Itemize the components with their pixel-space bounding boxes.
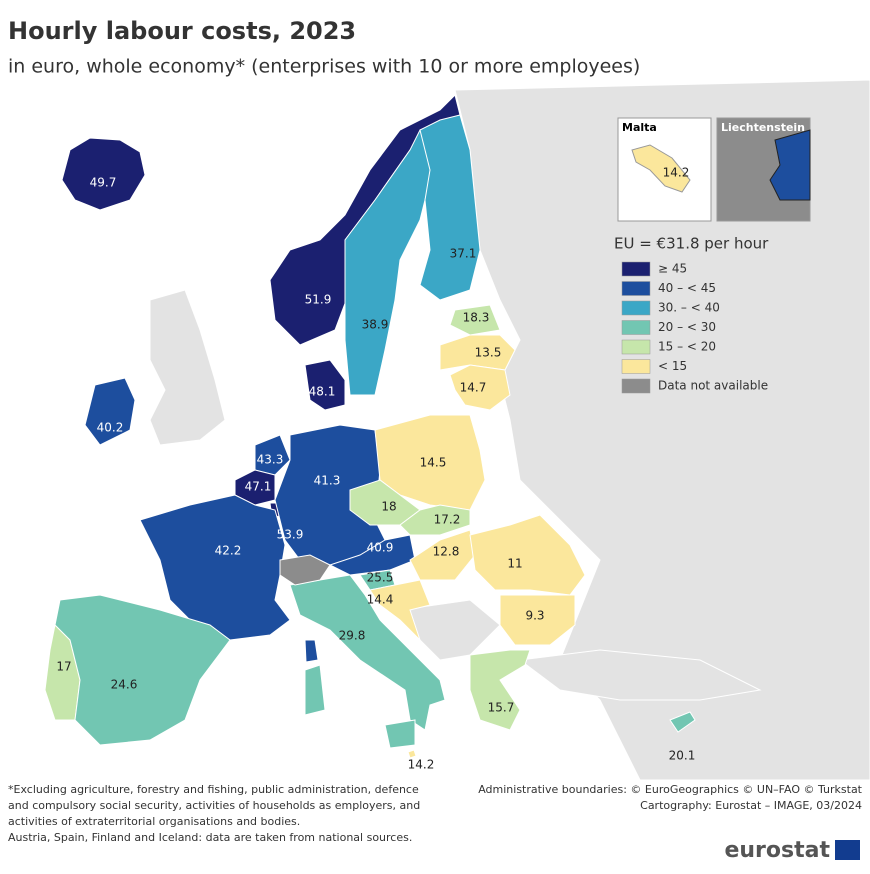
value-label: 20.1 <box>669 749 696 763</box>
value-label: 12.8 <box>433 545 460 559</box>
legend-swatch <box>621 339 651 355</box>
value-label: 53.9 <box>277 528 304 542</box>
legend-label: 15 – < 20 <box>658 340 716 354</box>
legend-swatch <box>621 359 651 374</box>
value-label: 41.3 <box>314 474 341 488</box>
inset-title: Liechtenstein <box>721 121 805 134</box>
legend-title: EU = €31.8 per hour <box>614 235 769 253</box>
inset-title: Malta <box>622 121 657 134</box>
value-label: 15.7 <box>488 701 515 715</box>
value-label: 40.9 <box>367 541 394 555</box>
value-label: 9.3 <box>525 609 544 623</box>
value-label: 48.1 <box>309 385 336 399</box>
value-label: 24.6 <box>111 678 138 692</box>
value-label: 17.2 <box>434 513 461 527</box>
value-label: 14.2 <box>663 166 690 180</box>
region <box>399 504 471 536</box>
legend-label: Data not available <box>658 379 768 393</box>
region <box>61 137 146 211</box>
subtitle: in euro, whole economy* (enterprises wit… <box>8 56 640 78</box>
region <box>328 534 416 576</box>
logo: eurostat <box>724 838 830 863</box>
legend-label: 20 – < 30 <box>658 320 716 334</box>
region <box>139 494 291 641</box>
region <box>84 377 136 446</box>
region <box>289 574 446 731</box>
value-label: 43.3 <box>257 453 284 467</box>
region <box>419 114 481 301</box>
inset-region <box>769 129 811 201</box>
region <box>469 649 531 731</box>
region <box>369 579 431 641</box>
region <box>304 639 319 663</box>
region <box>54 594 231 746</box>
value-label: 14.7 <box>460 381 487 395</box>
value-label: 14.4 <box>367 593 394 607</box>
value-label: 51.9 <box>305 293 332 307</box>
legend-swatch <box>621 300 651 316</box>
value-label: 40.2 <box>97 421 124 435</box>
other-land <box>454 79 870 781</box>
footnote: and compulsory social security, activiti… <box>8 799 420 812</box>
region <box>254 434 291 476</box>
legend-swatch <box>621 281 651 296</box>
logo-flag <box>835 840 860 860</box>
credit: Cartography: Eurostat – IMAGE, 03/2024 <box>640 799 862 812</box>
footnote: *Excluding agriculture, forestry and fis… <box>8 783 419 796</box>
region <box>304 664 326 716</box>
value-label: 25.5 <box>367 571 394 585</box>
value-label: 37.1 <box>450 247 477 261</box>
region-not-available <box>279 554 331 586</box>
value-label: 18.3 <box>463 311 490 325</box>
region <box>407 749 417 759</box>
value-label: 11 <box>507 557 522 571</box>
value-label: 29.8 <box>339 629 366 643</box>
legend-swatch <box>621 261 651 277</box>
region <box>384 719 416 749</box>
legend-label: 40 – < 45 <box>658 281 716 295</box>
legend-label: ≥ 45 <box>658 262 687 276</box>
value-label: 18 <box>381 500 396 514</box>
region <box>499 594 576 646</box>
legend-swatch <box>621 378 651 394</box>
value-label: 14.5 <box>420 456 447 470</box>
legend-label: 30. – < 40 <box>658 301 720 315</box>
region <box>469 514 586 596</box>
region <box>631 144 691 193</box>
legend-swatch <box>621 320 651 335</box>
region <box>304 359 346 411</box>
region <box>449 304 501 336</box>
other-land <box>518 649 762 701</box>
region <box>439 334 516 371</box>
value-label: 49.7 <box>90 176 117 190</box>
value-label: 38.9 <box>362 318 389 332</box>
footnote: Austria, Spain, Finland and Iceland: dat… <box>8 831 412 844</box>
other-land <box>149 289 226 446</box>
region <box>669 711 696 733</box>
value-label: 17 <box>56 660 71 674</box>
footnote: activities of extraterritorial organisat… <box>8 815 300 828</box>
value-label: 14.2 <box>408 758 435 772</box>
value-label: 47.1 <box>245 480 272 494</box>
credit: Administrative boundaries: © EuroGeograp… <box>478 783 862 796</box>
value-label: 42.2 <box>215 544 242 558</box>
title: Hourly labour costs, 2023 <box>8 17 356 45</box>
value-label: 13.5 <box>475 346 502 360</box>
region <box>449 364 511 411</box>
legend-label: < 15 <box>658 359 687 373</box>
